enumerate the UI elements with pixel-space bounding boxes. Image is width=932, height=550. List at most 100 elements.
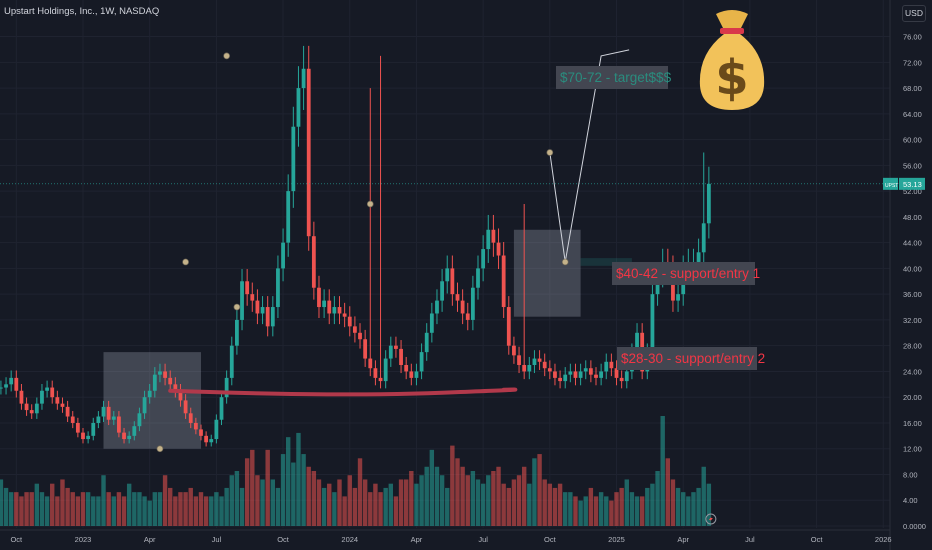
volume-bar (337, 479, 342, 526)
annotation-box (612, 262, 755, 285)
volume-bar (44, 496, 50, 526)
volume-bar (229, 475, 234, 526)
candle-body (245, 281, 250, 295)
volume-bar (583, 496, 588, 526)
y-tick-label: 16.00 (903, 419, 922, 428)
volume-bar (660, 416, 665, 526)
volume-bars (0, 416, 712, 526)
candle-body (568, 371, 573, 375)
volume-bar (383, 487, 388, 526)
volume-bar (327, 483, 332, 526)
volume-bar (650, 483, 655, 526)
svg-text:$: $ (715, 50, 748, 106)
volume-bar (537, 454, 542, 526)
volume-bar (593, 496, 599, 526)
candle-body (306, 68, 311, 237)
volume-bar (665, 458, 671, 526)
volume-bar (450, 445, 455, 526)
candle-body (429, 313, 434, 333)
volume-bar (29, 492, 34, 526)
pivot-marker (156, 445, 164, 453)
volume-bar (147, 500, 152, 526)
candle-body (60, 403, 65, 407)
candle-body (29, 410, 34, 414)
candle-body (450, 268, 455, 295)
candle-body (4, 384, 8, 388)
support-zone (103, 352, 201, 449)
support-trendline (168, 387, 518, 397)
volume-bar (96, 496, 101, 526)
drawings: $70-72 - target$$$ $40-42 - support/entry… (0, 49, 890, 525)
support-zone (580, 258, 632, 266)
volume-bar (342, 496, 347, 526)
volume-bar (465, 475, 470, 526)
candle-body (117, 416, 121, 433)
candle-body (240, 281, 244, 320)
candle-body (522, 365, 527, 372)
candle-body (460, 300, 465, 314)
volume-bar (619, 487, 624, 526)
volume-bar (19, 496, 24, 526)
volume-bar (547, 483, 553, 526)
volume-bar (609, 500, 614, 526)
y-tick-label: 52.00 (903, 187, 922, 196)
candle-body (178, 390, 183, 401)
candle-body (563, 374, 568, 382)
volume-bar (286, 437, 291, 526)
price-axis[interactable]: 0.0000 4.00 8.00 12.00 16.00 20.00 24.00 28.00 3… (883, 0, 926, 550)
volume-bar (573, 496, 578, 526)
volume-bar (393, 496, 399, 526)
volume-bar (634, 496, 640, 526)
x-tick-label: Jul (478, 535, 488, 544)
candle-body (650, 294, 655, 353)
volume-bar (306, 466, 311, 526)
volume-bar (686, 496, 691, 526)
volume-bar (378, 492, 383, 526)
candle-body (599, 371, 604, 378)
volume-bar (352, 487, 358, 526)
volume-bar (491, 471, 496, 526)
candle-body (70, 416, 75, 423)
volume-bar (480, 483, 486, 526)
candle-body (440, 281, 444, 301)
candle-body (542, 361, 547, 369)
candle-body (635, 332, 639, 353)
candle-body (106, 406, 111, 420)
volume-bar (152, 492, 158, 526)
y-tick-label: 68.00 (903, 84, 922, 93)
y-tick-label: 24.00 (903, 367, 922, 376)
candle-body (255, 300, 260, 314)
candle-body (158, 371, 162, 375)
pivot-marker (546, 149, 554, 156)
candle-body (193, 422, 198, 430)
volume-bar (0, 479, 4, 526)
pivot-marker (233, 303, 241, 311)
volume-bar (183, 492, 188, 526)
volume-bar (321, 487, 327, 526)
candle-body (188, 413, 193, 423)
candle-body (163, 371, 167, 378)
volume-bar (629, 492, 635, 526)
candle-body (337, 307, 342, 314)
time-axis[interactable]: Oct 2023 Apr Jul Oct 2024 Apr Jul Oct 2025 Apr Jul O… (0, 529, 932, 544)
candle-body (358, 332, 362, 340)
candle-body (609, 361, 614, 369)
candle-body (368, 358, 373, 369)
candle-body (132, 426, 137, 436)
volume-bar (639, 496, 645, 526)
candle-body (332, 307, 337, 314)
annotation-box (617, 347, 757, 370)
volume-bar (250, 449, 255, 526)
candle-body (311, 236, 316, 288)
candle-body (419, 352, 424, 372)
volume-bar (14, 492, 19, 526)
candle-body (204, 435, 209, 443)
volume-bar (198, 492, 204, 526)
volume-bar (219, 496, 224, 526)
volume-bar (126, 483, 132, 526)
volume-bar (563, 492, 568, 526)
volume-bar (280, 454, 286, 526)
candle-body (65, 406, 70, 417)
currency-button[interactable]: USD (902, 5, 926, 22)
